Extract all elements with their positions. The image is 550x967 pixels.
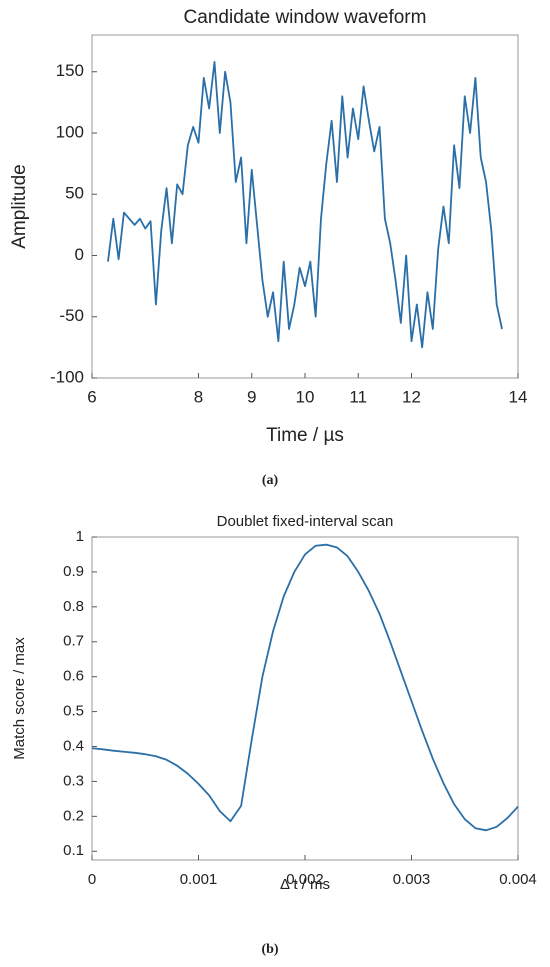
x-tick-label: 8	[194, 387, 203, 406]
y-tick-label: 50	[65, 184, 84, 203]
data-line	[91, 543, 519, 832]
y-axis-label: Match score / max	[11, 637, 28, 760]
x-tick-label: 14	[509, 387, 528, 406]
y-tick-label: 100	[56, 122, 84, 141]
y-tick-label: -50	[59, 306, 84, 325]
y-axis-label: Amplitude	[9, 164, 30, 249]
plot-frame	[91, 34, 519, 379]
caption: (a)	[262, 473, 279, 488]
y-tick-label: -100	[50, 367, 84, 386]
chart-title: Candidate window waveform	[184, 7, 427, 28]
y-tick-label: 150	[56, 61, 84, 80]
chart-title: Doublet fixed-interval scan	[217, 513, 394, 530]
x-tick-label: 0.001	[180, 871, 218, 888]
x-tick-label: 0.002	[286, 871, 324, 888]
y-tick-label: 0.7	[63, 633, 84, 650]
y-tick-label: 0.1	[63, 842, 84, 859]
x-tick-label: 0	[88, 871, 96, 888]
x-tick-label: 0.003	[393, 871, 431, 888]
data-line	[107, 61, 503, 349]
x-tick-label: 0.004	[499, 871, 537, 888]
y-tick-label: 0.2	[63, 807, 84, 824]
y-tick-label: 0.9	[63, 563, 84, 580]
y-tick-label: 0.4	[63, 737, 84, 754]
x-axis-label: Δ t / ms	[280, 876, 330, 893]
y-tick-label: 1	[76, 528, 84, 545]
x-tick-label: 10	[296, 387, 315, 406]
plot-frame	[91, 536, 519, 861]
x-tick-label: 9	[247, 387, 256, 406]
x-tick-label: 12	[402, 387, 421, 406]
caption: (b)	[261, 942, 278, 957]
x-axis-label: Time / µs	[266, 425, 344, 446]
y-tick-label: 0.6	[63, 668, 84, 685]
x-tick-label: 6	[87, 387, 96, 406]
y-tick-label: 0.5	[63, 703, 84, 720]
y-tick-label: 0.8	[63, 598, 84, 615]
y-tick-label: 0	[75, 245, 84, 264]
y-tick-label: 0.3	[63, 772, 84, 789]
x-tick-label: 11	[349, 387, 367, 406]
